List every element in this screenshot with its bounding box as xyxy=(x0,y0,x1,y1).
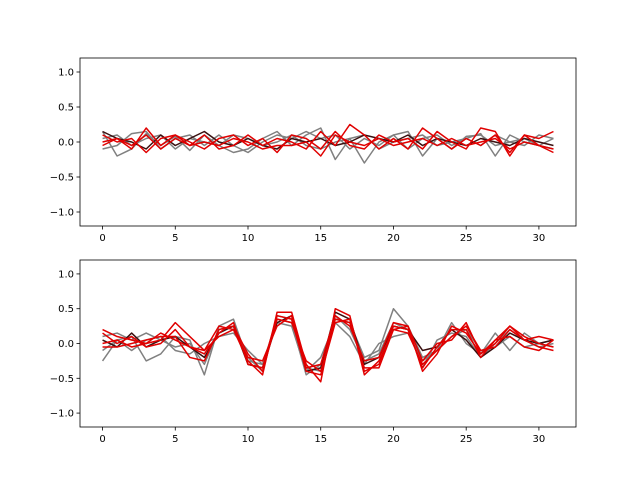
x-tick-label: 25 xyxy=(460,434,473,445)
x-tick-label: 30 xyxy=(533,233,546,244)
y-tick-label: 0.5 xyxy=(58,103,74,114)
x-tick-label: 10 xyxy=(242,233,255,244)
y-tick-label: 1.0 xyxy=(58,68,74,79)
x-tick-label: 0 xyxy=(99,233,105,244)
series-line-3 xyxy=(102,130,554,150)
y-tick-label: −0.5 xyxy=(50,173,74,184)
y-tick-label: −1.0 xyxy=(50,208,74,219)
x-tick-label: 10 xyxy=(242,434,255,445)
y-tick-label: 0.0 xyxy=(58,138,74,149)
x-tick-label: 15 xyxy=(314,233,327,244)
x-tick-label: 20 xyxy=(387,233,400,244)
x-tick-label: 5 xyxy=(172,434,178,445)
top-line-chart: 0 5 10 15 20 25 30 −1.0 −0.5 0.0 0.5 1.0 xyxy=(50,57,577,244)
series-line-0 xyxy=(101,127,554,164)
x-tick-label: 30 xyxy=(533,434,546,445)
series-line-1 xyxy=(102,130,554,157)
x-tick-label: 5 xyxy=(172,233,178,244)
series-line-7 xyxy=(102,314,554,376)
y-tick-label: −1.0 xyxy=(50,409,74,420)
x-tick-label: 20 xyxy=(387,434,400,445)
series-line-5 xyxy=(102,318,554,373)
bottom-line-chart: 0 5 10 15 20 25 30 −1.0 −0.5 0.0 0.5 1.0 xyxy=(50,259,577,445)
x-tick-label: 25 xyxy=(460,233,473,244)
y-tick-label: −0.5 xyxy=(50,374,74,385)
series-line-6 xyxy=(102,314,554,369)
y-tick-label: 0.5 xyxy=(58,304,74,315)
series-line-6 xyxy=(102,134,554,157)
series-line-5 xyxy=(102,127,554,157)
y-tick-label: 0.0 xyxy=(58,339,74,350)
x-tick-label: 15 xyxy=(314,434,327,445)
x-tick-label: 0 xyxy=(99,434,105,445)
y-tick-label: 1.0 xyxy=(58,269,74,280)
